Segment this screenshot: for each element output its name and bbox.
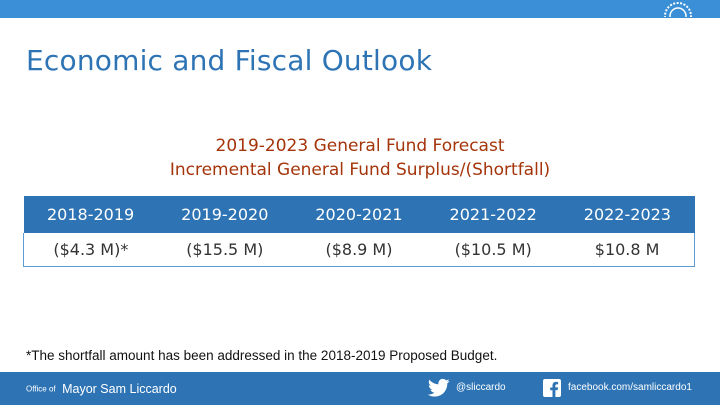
twitter-bird-icon[interactable] — [427, 378, 450, 398]
header-cell: 2019-2020 — [157, 196, 292, 233]
caption-line-1: 2019-2023 General Fund Forecast — [215, 136, 505, 156]
twitter-handle[interactable]: @sliccardo — [456, 382, 506, 393]
header-row: 2018-2019 2019-2020 2020-2021 2021-2022 … — [23, 196, 695, 233]
value-cell: $10.8 M — [560, 233, 696, 267]
footnote: *The shortfall amount has been addressed… — [26, 348, 498, 363]
value-cell: ($4.3 M)* — [22, 233, 158, 267]
footer-bar: Office of Mayor Sam Liccardo @sliccardo … — [0, 372, 720, 405]
facebook-url[interactable]: facebook.com/samliccardo1 — [568, 382, 692, 393]
value-cell: ($10.5 M) — [426, 233, 561, 267]
city-seal-icon — [663, 1, 693, 17]
header-cell: 2021-2022 — [426, 196, 561, 233]
forecast-table: 2018-2019 2019-2020 2020-2021 2021-2022 … — [22, 196, 696, 267]
office-prefix: Office of — [26, 384, 56, 394]
facebook-f-icon[interactable] — [543, 379, 561, 397]
table-row: ($4.3 M)* ($15.5 M) ($8.9 M) ($10.5 M) $… — [22, 233, 696, 267]
caption-line-2: Incremental General Fund Surplus/(Shortf… — [169, 160, 551, 180]
header-cell: 2018-2019 — [23, 196, 158, 233]
header-cell: 2022-2023 — [560, 196, 695, 233]
table-caption: 2019-2023 General Fund Forecast Incremen… — [0, 134, 720, 182]
value-cell: ($8.9 M) — [291, 233, 427, 267]
office-name: Mayor Sam Liccardo — [62, 381, 177, 396]
slide-title: Economic and Fiscal Outlook — [26, 44, 433, 77]
value-cell: ($15.5 M) — [157, 233, 292, 267]
header-cell: 2020-2021 — [291, 196, 427, 233]
office-label: Office of Mayor Sam Liccardo — [26, 380, 177, 398]
top-bar — [0, 0, 720, 18]
